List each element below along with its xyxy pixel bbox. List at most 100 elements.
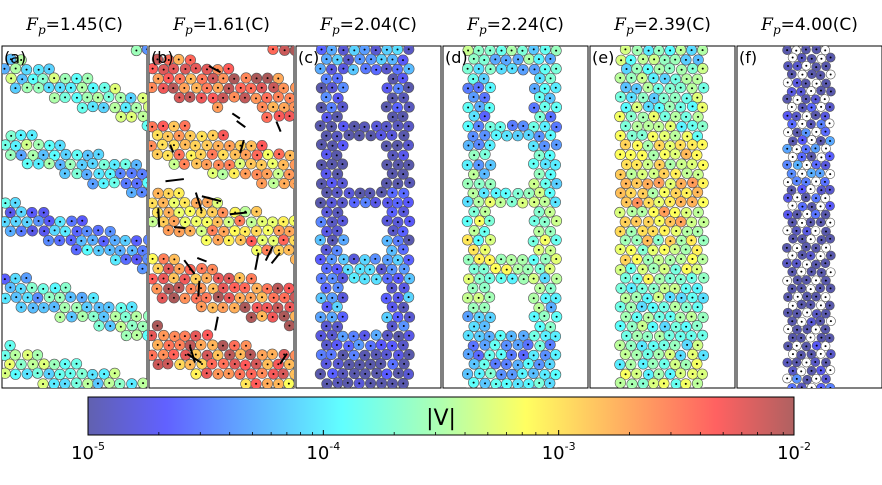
particle-core (787, 131, 790, 134)
particle-core (162, 220, 165, 223)
particle-core (691, 181, 694, 184)
particle-core (697, 211, 700, 214)
particle-core (691, 67, 694, 70)
particle-core (91, 373, 94, 376)
particle (143, 310, 147, 322)
particle-core (652, 267, 655, 270)
particle-core (244, 364, 247, 367)
particle-core (533, 106, 536, 109)
particle-core (624, 315, 627, 318)
particle-core (466, 164, 469, 167)
particle-core (630, 173, 633, 176)
particle-core (342, 258, 345, 261)
particle-core (288, 97, 291, 100)
particle (678, 387, 683, 388)
particle-core (401, 115, 404, 118)
particle-core (516, 268, 519, 271)
particle-core (353, 125, 356, 128)
particle-core (250, 221, 253, 224)
particle-core (4, 202, 7, 205)
particle-core (786, 196, 789, 199)
particle-core (796, 98, 799, 101)
particle-core (92, 315, 95, 318)
particle-core (635, 163, 638, 166)
particle-core (103, 372, 106, 375)
particle-core (625, 106, 628, 109)
particle-core (791, 369, 794, 372)
particle-core (829, 271, 832, 274)
particle-core (791, 221, 794, 224)
particle-core (473, 154, 476, 157)
particle (667, 387, 674, 388)
particle-core (385, 145, 388, 148)
particle-core (824, 164, 827, 167)
particle-core (489, 183, 492, 186)
particle-core (820, 336, 823, 339)
particle-core (141, 249, 144, 252)
particle-core (37, 219, 40, 222)
particle-core (674, 192, 677, 195)
velocity-arrow (186, 353, 202, 364)
particle-core (701, 49, 704, 52)
particle-core (14, 220, 17, 223)
particle-core (662, 97, 665, 100)
particle-core (631, 325, 634, 328)
particle-core (702, 221, 705, 224)
particle-core (795, 361, 798, 364)
particle-core (828, 304, 831, 307)
particle-core (81, 219, 84, 222)
particle-core (618, 211, 621, 214)
fp-symbol: F (466, 15, 480, 35)
particle-core (548, 97, 551, 100)
particle-core (658, 219, 661, 222)
particle-core (250, 372, 253, 375)
particle-core (272, 48, 275, 51)
particle-core (796, 81, 799, 84)
particle-core (651, 362, 654, 365)
particle-core (20, 363, 23, 366)
particle-core (124, 258, 127, 261)
particle-core (791, 386, 794, 388)
particle-core (467, 392, 469, 394)
particle-core (9, 58, 12, 61)
particle-core (669, 277, 672, 280)
particle-core (130, 191, 133, 194)
particle-core (791, 270, 794, 273)
particle-core (548, 363, 551, 366)
particle-core (364, 201, 367, 204)
particle-core (15, 296, 18, 299)
particle-core (359, 267, 362, 270)
particle-core (341, 163, 344, 166)
particle-core (690, 221, 693, 224)
particle-core (630, 115, 633, 118)
particle-core (810, 321, 813, 324)
particle-core (483, 363, 486, 366)
particle-core (500, 353, 503, 356)
particle-core (702, 392, 704, 394)
particle-core (786, 81, 789, 84)
particle-core (647, 49, 650, 52)
particle-core (157, 77, 160, 80)
particle-core (407, 258, 410, 261)
particle-core (330, 125, 333, 128)
particles (614, 46, 710, 394)
particle-core (341, 201, 344, 204)
particle-core (795, 180, 798, 183)
particle-core (342, 86, 345, 89)
particle-core (342, 125, 345, 128)
particle-core (466, 182, 469, 185)
particle-core (527, 133, 530, 136)
particle-core (819, 221, 822, 224)
particle-core (824, 213, 827, 216)
particle-core (522, 334, 525, 337)
particle-core (288, 173, 291, 176)
particle-core (201, 78, 204, 81)
particle (124, 387, 129, 388)
particle-core (824, 328, 827, 331)
particle-core (178, 77, 181, 80)
particle-core (250, 277, 253, 280)
particle-core (98, 324, 101, 327)
particle-core (272, 86, 275, 89)
panels-group: Fp=1.45(C)(a)Fp=1.61(C)(b)Fp=2.04(C)(c)F… (1, 15, 882, 394)
particle-core (352, 68, 355, 71)
